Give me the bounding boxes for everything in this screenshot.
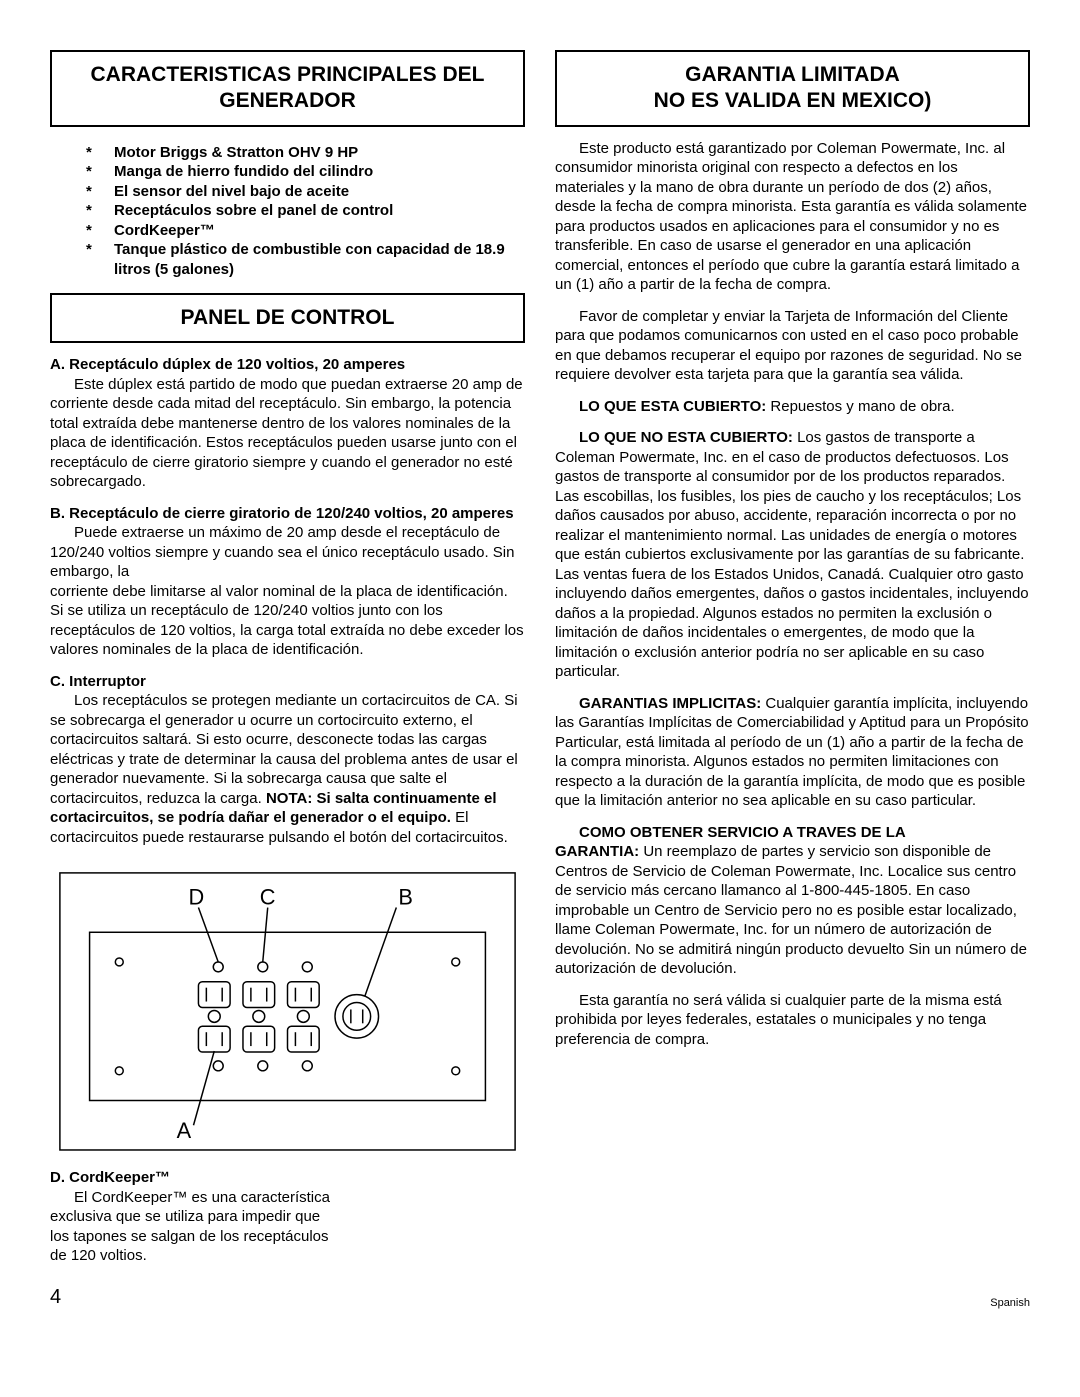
language-label: Spanish [990, 1297, 1030, 1309]
section-B-body2: corriente debe limitarse al valor nomina… [50, 582, 525, 660]
diagram-label-B: B [398, 885, 413, 910]
right-column: GARANTIA LIMITADA NO ES VALIDA EN MEXICO… [555, 50, 1030, 1266]
covered-bold: LO QUE ESTA CUBIERTO: [579, 398, 766, 415]
diagram-label-D: D [189, 885, 205, 910]
diagram-label-A: A [177, 1118, 192, 1143]
warranty-implicit: GARANTIAS IMPLICITAS: Cualquier garantía… [555, 694, 1030, 811]
warranty-title-line2: NO ES VALIDA EN MEXICO) [654, 89, 932, 112]
warranty-p1: Este producto está garantizado por Colem… [555, 139, 1030, 295]
bullet-icon: * [86, 182, 96, 202]
feature-text: Tanque plástico de combustible con capac… [114, 240, 525, 279]
diagram-label-C: C [260, 885, 276, 910]
section-B-title: B. Receptáculo de cierre giratorio de 12… [50, 504, 525, 524]
warranty-title-box: GARANTIA LIMITADA NO ES VALIDA EN MEXICO… [555, 50, 1030, 127]
diagram-svg: D C B A [50, 863, 525, 1160]
section-A-body: Este dúplex está partido de modo que pue… [50, 375, 525, 492]
bullet-icon: * [86, 240, 96, 279]
section-B-text1: Puede extraerse un máximo de 20 amp desd… [50, 524, 514, 580]
section-C-title: C. Interruptor [50, 672, 525, 692]
panel-title-box: PANEL DE CONTROL [50, 293, 525, 343]
warranty-p2: Favor de completar y enviar la Tarjeta d… [555, 307, 1030, 385]
bullet-icon: * [86, 143, 96, 163]
section-B-body1-wrap: Puede extraerse un máximo de 20 amp desd… [50, 523, 525, 582]
feature-item: * Tanque plástico de combustible con cap… [86, 240, 525, 279]
notcov-bold: LO QUE NO ESTA CUBIERTO: [579, 429, 793, 446]
features-title: CARACTERISTICAS PRINCIPALES DEL GENERADO… [64, 62, 511, 115]
features-title-box: CARACTERISTICAS PRINCIPALES DEL GENERADO… [50, 50, 525, 127]
covered-rest: Repuestos y mano de obra. [766, 398, 954, 415]
feature-item: * El sensor del nivel bajo de aceite [86, 182, 525, 202]
notcov-rest: Los gastos de transporte a Coleman Power… [555, 429, 1029, 680]
warranty-p2-text: Favor de completar y enviar la Tarjeta d… [555, 308, 1022, 384]
service-rest: Un reemplazo de partes y servicio son di… [555, 843, 1027, 977]
section-A-title: A. Receptáculo dúplex de 120 voltios, 20… [50, 355, 525, 375]
service-bold1: COMO OBTENER SERVICIO A TRAVES DE LA [579, 824, 906, 841]
control-panel-diagram: D C B A [50, 859, 525, 1168]
warranty-not-covered: LO QUE NO ESTA CUBIERTO: Los gastos de t… [555, 428, 1030, 682]
page-footer: 4 Spanish [0, 1286, 1080, 1339]
feature-item: * Manga de hierro fundido del cilindro [86, 162, 525, 182]
section-D-body: El CordKeeper™ es una característica exc… [50, 1188, 330, 1266]
section-D-title: D. CordKeeper™ [50, 1168, 525, 1188]
section-D-text: El CordKeeper™ es una característica exc… [50, 1189, 330, 1265]
warranty-covered: LO QUE ESTA CUBIERTO: Repuestos y mano d… [555, 397, 1030, 417]
feature-item: * Motor Briggs & Stratton OHV 9 HP [86, 143, 525, 163]
feature-item: * CordKeeper™ [86, 221, 525, 241]
page-number: 4 [50, 1286, 61, 1309]
feature-text: Receptáculos sobre el panel de control [114, 201, 525, 221]
warranty-last-text: Esta garantía no será válida si cualquie… [555, 992, 1002, 1048]
warranty-service: COMO OBTENER SERVICIO A TRAVES DE LA GAR… [555, 823, 1030, 979]
service-bold2: GARANTIA: [555, 843, 639, 860]
feature-text: Manga de hierro fundido del cilindro [114, 162, 525, 182]
warranty-title: GARANTIA LIMITADA NO ES VALIDA EN MEXICO… [569, 62, 1016, 115]
feature-text: El sensor del nivel bajo de aceite [114, 182, 525, 202]
feature-text: CordKeeper™ [114, 221, 525, 241]
left-column: CARACTERISTICAS PRINCIPALES DEL GENERADO… [50, 50, 525, 1266]
warranty-title-line1: GARANTIA LIMITADA [685, 63, 900, 86]
section-A-text: Este dúplex está partido de modo que pue… [50, 376, 523, 491]
warranty-last: Esta garantía no será válida si cualquie… [555, 991, 1030, 1050]
panel-title: PANEL DE CONTROL [64, 305, 511, 331]
page: CARACTERISTICAS PRINCIPALES DEL GENERADO… [0, 0, 1080, 1286]
bullet-icon: * [86, 201, 96, 221]
features-list: * Motor Briggs & Stratton OHV 9 HP * Man… [50, 139, 525, 294]
bullet-icon: * [86, 162, 96, 182]
feature-text: Motor Briggs & Stratton OHV 9 HP [114, 143, 525, 163]
section-C-body: Los receptáculos se protegen mediante un… [50, 691, 525, 847]
warranty-p1-text: Este producto está garantizado por Colem… [555, 140, 1027, 294]
bullet-icon: * [86, 221, 96, 241]
impl-bold: GARANTIAS IMPLICITAS: [579, 695, 761, 712]
feature-item: * Receptáculos sobre el panel de control [86, 201, 525, 221]
